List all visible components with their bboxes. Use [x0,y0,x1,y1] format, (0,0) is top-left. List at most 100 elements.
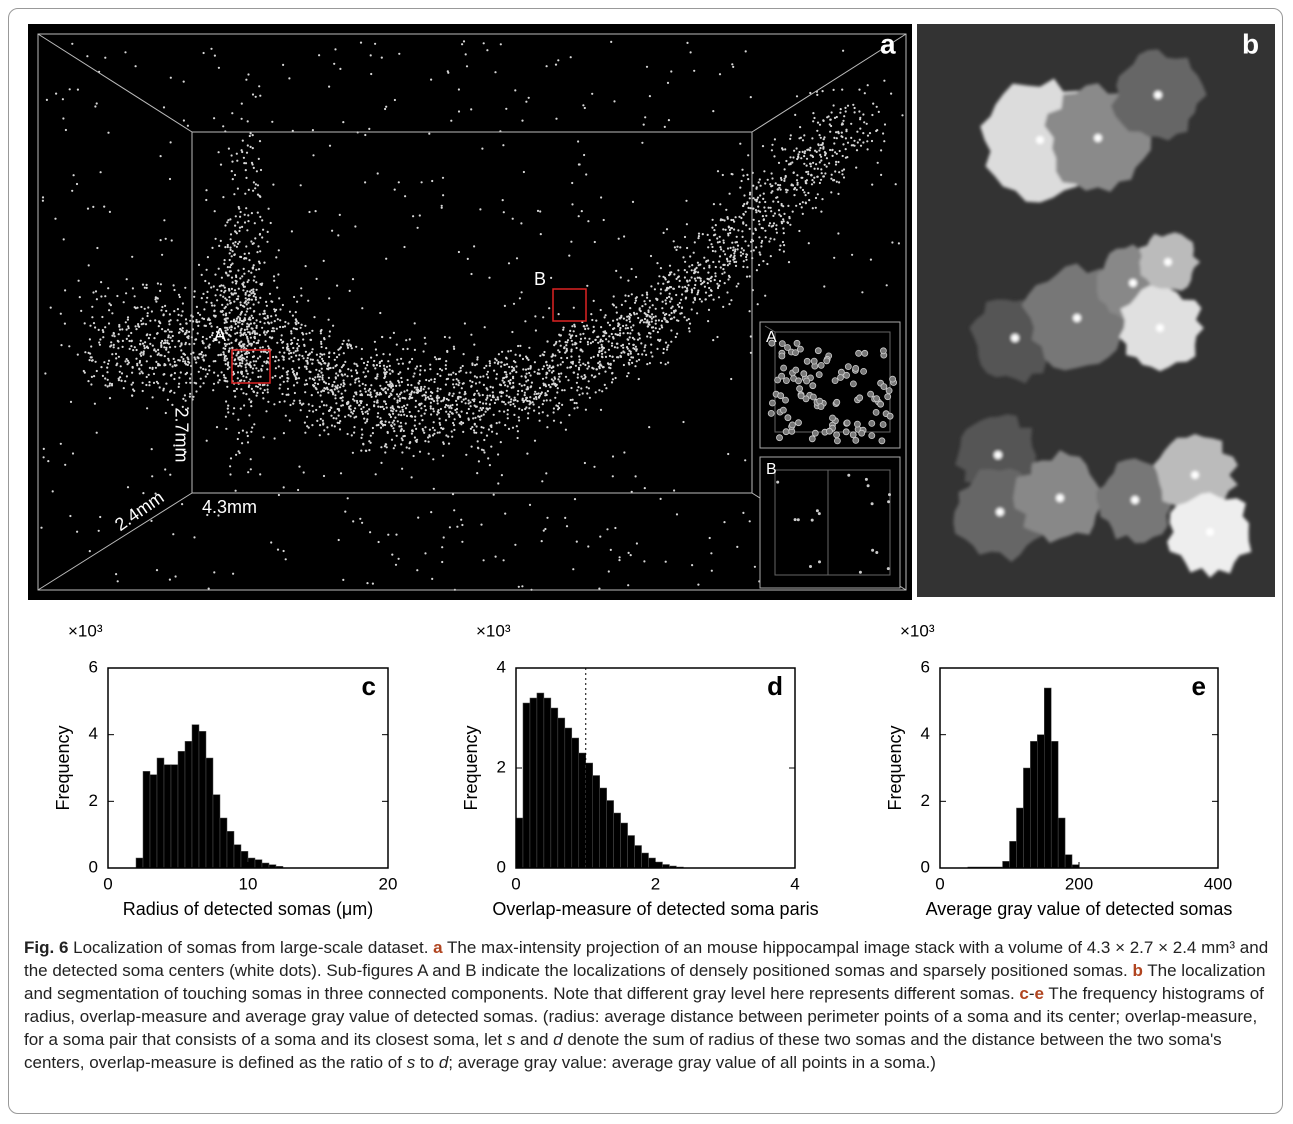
soma-dot [635,297,637,299]
soma-dot [233,301,235,303]
soma-dot [213,305,215,307]
soma-dot [824,153,826,155]
soma-dot [706,278,708,280]
soma-dot [167,329,169,331]
soma-dot [533,410,535,412]
soma-dot [300,287,302,289]
soma-dot [424,440,426,442]
soma-dot [730,378,732,380]
soma-dot [408,361,410,363]
soma-dot [771,185,773,187]
soma-dot [448,414,450,416]
soma-dot [270,222,272,224]
soma-dot [500,365,502,367]
soma-dot [655,308,657,310]
soma-dot [507,417,509,419]
soma-dot [253,341,255,343]
soma-dot [441,369,443,371]
soma-dot [128,327,130,329]
soma-dot [356,365,358,367]
soma-dot [566,367,568,369]
soma-dot [564,517,566,519]
soma-dot [168,323,170,325]
soma-dot [490,386,492,388]
soma-dot [135,325,137,327]
soma-dot [204,280,206,282]
soma-dot [551,383,553,385]
soma-dot [549,386,551,388]
soma-dot [373,401,375,403]
soma-dot [675,294,677,296]
soma-dot [235,282,237,284]
soma-dot [661,326,663,328]
soma-dot [598,373,600,375]
soma-dot [747,178,749,180]
soma-dot [136,349,138,351]
soma-dot [688,327,690,329]
soma-dot [270,300,272,302]
soma-dot [149,320,151,322]
soma-dot [878,111,880,113]
soma-dot [513,360,515,362]
soma-dot [317,391,319,393]
soma-dot [429,368,431,370]
soma-dot [235,340,237,342]
soma-dot [891,241,893,243]
soma-dot [704,286,706,288]
soma-dot [252,243,254,245]
soma-dot [601,390,603,392]
soma-dot [477,447,479,449]
soma-dot [781,204,783,206]
soma-dot [449,392,451,394]
soma-dot [151,368,153,370]
soma-dot [100,171,102,173]
soma-dot [89,550,91,552]
soma-dot [541,540,543,542]
soma-dot [582,363,584,365]
soma-dot [776,232,778,234]
soma-dot [549,365,551,367]
soma-dot [855,167,857,169]
soma-dot [355,369,357,371]
soma-dot [637,339,639,341]
soma-dot [135,328,137,330]
soma-dot [328,362,330,364]
soma-dot [901,114,903,116]
inset-dot [781,365,787,371]
soma-dot [772,215,774,217]
soma-dot [177,359,179,361]
soma-dot [651,326,653,328]
soma-dot [420,407,422,409]
inset-dot [817,398,823,404]
soma-dot [399,384,401,386]
soma-dot [777,184,779,186]
soma-dot [435,358,437,360]
soma-dot [215,294,217,296]
soma-dot [258,268,260,270]
soma-dot [261,236,263,238]
soma-dot [63,238,65,240]
soma-dot [267,388,269,390]
soma-dot [450,120,452,122]
panel-label: e [1192,671,1206,701]
soma-dot [197,312,199,314]
soma-dot [50,307,52,309]
soma-dot [590,313,592,315]
soma-dot [296,343,298,345]
soma-dot [366,418,368,420]
region-label: B [534,269,546,289]
soma-dot [593,330,595,332]
soma-dot [624,300,626,302]
soma-dot [259,356,261,358]
soma-dot [468,408,470,410]
soma-dot [512,427,514,429]
soma-dot [99,344,101,346]
soma-dot [313,385,315,387]
soma-dot [269,293,271,295]
soma-dot [95,290,97,292]
soma-dot [574,498,576,500]
soma-dot [194,358,196,360]
soma-dot [764,230,766,232]
soma-dot [385,372,387,374]
soma-dot [86,55,88,57]
